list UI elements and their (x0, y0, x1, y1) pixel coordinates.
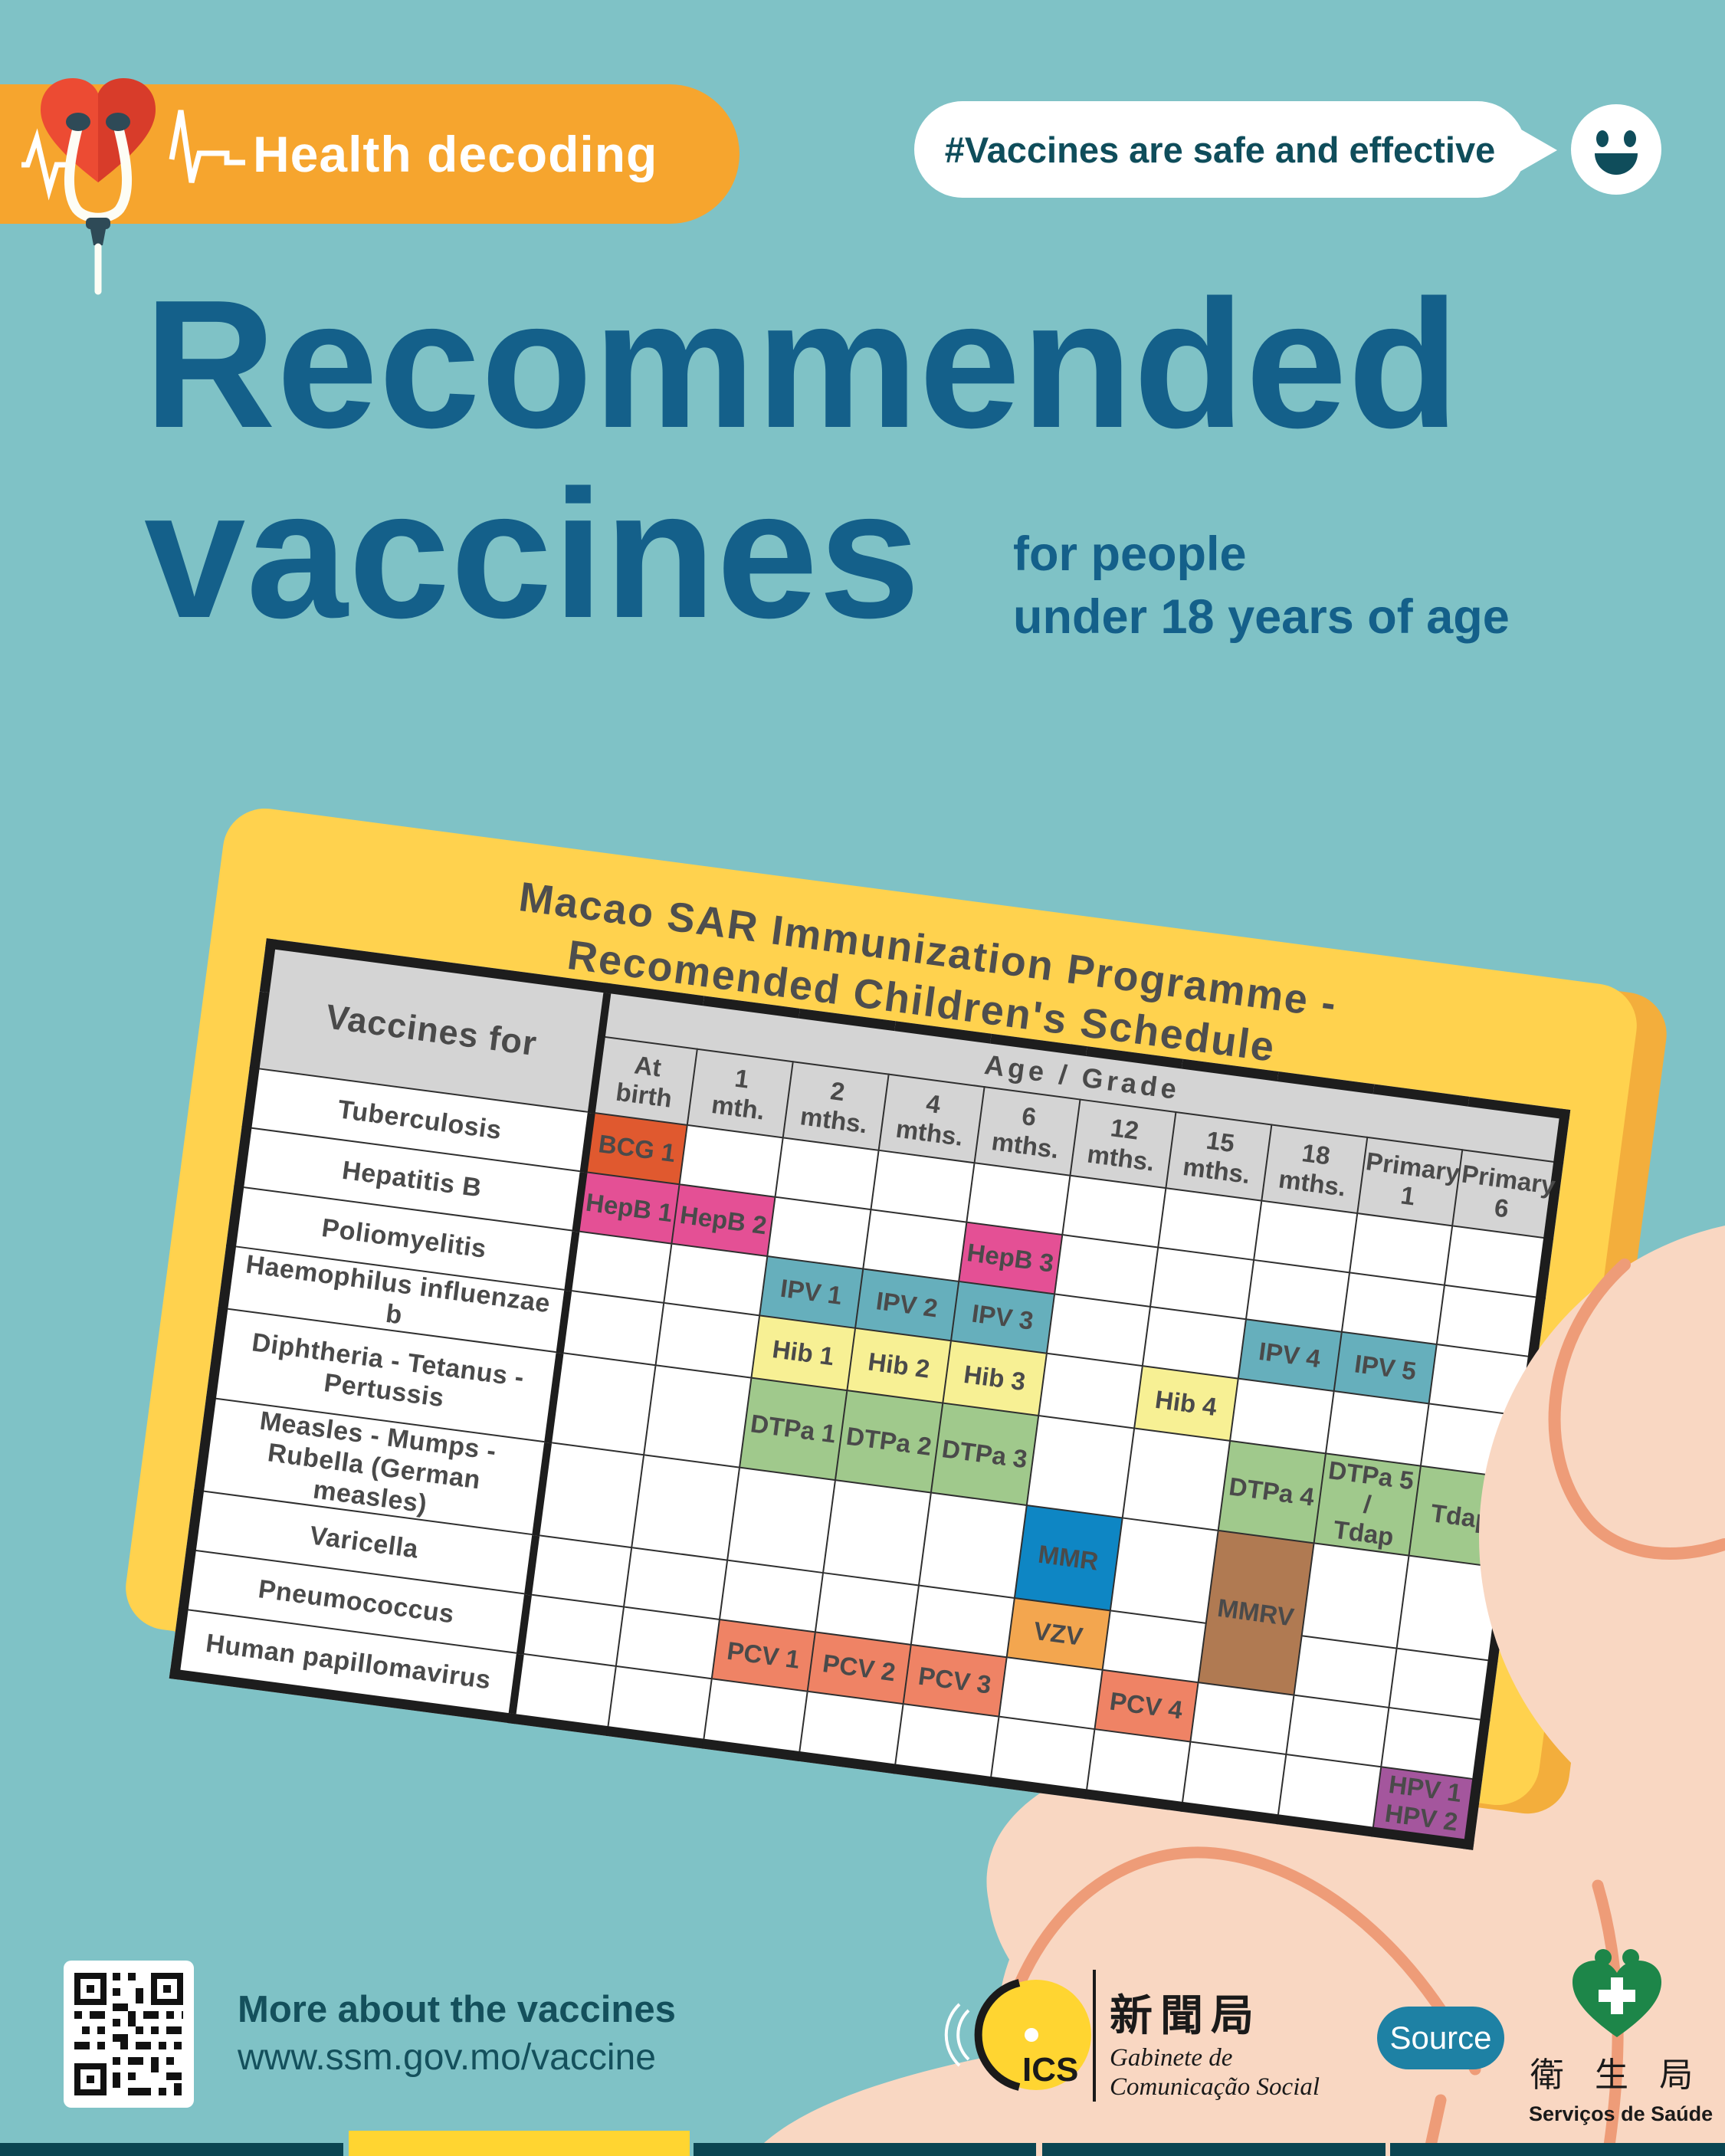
subtitle-line-2: under 18 years of age (1013, 590, 1510, 644)
gcs-divider (1093, 1970, 1096, 2102)
title-line-1: Recommended (144, 263, 1461, 466)
finger-crease-arc (1015, 1846, 1481, 2076)
heart-right-lobe (98, 78, 156, 182)
thumbnail-line (1548, 1258, 1725, 1560)
smiley-icon (1571, 104, 1661, 195)
badge-label: Health decoding (253, 126, 658, 182)
bottom-strip-segment (0, 2143, 343, 2156)
bubble-tail-icon (1516, 126, 1557, 174)
gcs-logo: ICS 新聞局 Gabinete de Comunicação Social (943, 1958, 1320, 2115)
hashtag-text: #Vaccines are safe and effective (944, 129, 1496, 170)
page-subtitle: for people under 18 years of age (1013, 523, 1510, 648)
heart-left-lobe (41, 78, 98, 182)
more-about-label: More about the vaccines (238, 1989, 676, 2030)
fingertip-shape (998, 1841, 1363, 2156)
footer-links: More about the vaccines www.ssm.gov.mo/v… (238, 1987, 676, 2083)
bottom-strip-segment (1042, 2143, 1386, 2156)
gcs-abbr: ICS (1022, 2051, 1078, 2089)
hashtag-bubble: #Vaccines are safe and effective (914, 101, 1526, 198)
bottom-strip-segment (694, 2143, 1036, 2156)
bottom-strip-segment-yellow (349, 2131, 690, 2156)
gcs-chinese: 新聞局 (1110, 1991, 1261, 2040)
title-line-2: vaccines (144, 453, 921, 656)
source-label: Source (1389, 2020, 1492, 2056)
heart-stethoscope-icon (21, 78, 245, 295)
ssm-chinese: 衛 生 局 (1530, 2056, 1704, 2094)
page-title: Recommended vaccines (144, 270, 1460, 650)
ssm-portuguese: Serviços de Saúde (1529, 2102, 1714, 2125)
gcs-portuguese-2: Comunicação Social (1110, 2073, 1320, 2101)
subtitle-line-1: for people (1013, 527, 1247, 581)
ssm-logo: 衛 生 局 Serviços de Saúde (1529, 1947, 1714, 2126)
bottom-strip-segment (1390, 2143, 1725, 2156)
gcs-portuguese-1: Gabinete de (1110, 2044, 1233, 2072)
ssm-heart-icon (1573, 1949, 1661, 2037)
qr-code (64, 1961, 194, 2108)
vaccine-url-link[interactable]: www.ssm.gov.mo/vaccine (238, 2037, 656, 2078)
source-button[interactable]: Source (1377, 2007, 1504, 2069)
